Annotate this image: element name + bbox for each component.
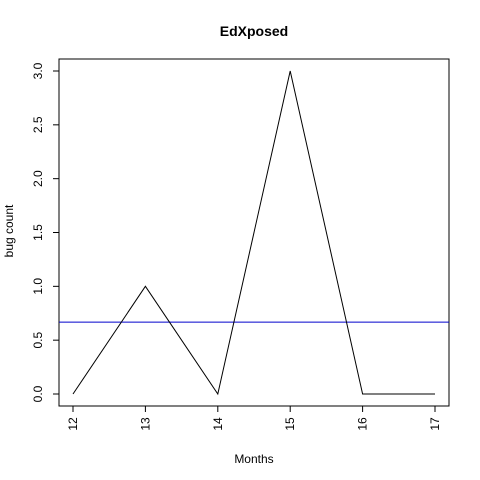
y-axis-label: bug count xyxy=(2,204,16,257)
y-axis: 0.0 0.5 1.0 1.5 2.0 2.5 3.0 xyxy=(31,62,60,402)
y-tick-label: 3.0 xyxy=(31,62,45,79)
y-tick-label: 1.5 xyxy=(31,224,45,241)
y-tick-label: 2.0 xyxy=(31,170,45,187)
x-tick-label: 16 xyxy=(356,417,370,431)
y-tick-label: 0.5 xyxy=(31,332,45,349)
data-line xyxy=(72,70,435,396)
x-axis: 12 13 14 15 16 17 xyxy=(66,405,442,431)
x-axis-label: Months xyxy=(234,452,273,466)
x-tick-label: 13 xyxy=(138,417,152,431)
chart-title: EdXposed xyxy=(220,23,288,39)
y-tick-label: 0.0 xyxy=(31,385,45,402)
x-tick-label: 14 xyxy=(211,417,225,431)
x-tick-label: 17 xyxy=(428,417,442,431)
x-tick-label: 12 xyxy=(66,417,80,431)
y-tick-label: 1.0 xyxy=(31,278,45,295)
y-tick-label: 2.5 xyxy=(31,116,45,133)
x-tick-label: 15 xyxy=(283,417,297,431)
